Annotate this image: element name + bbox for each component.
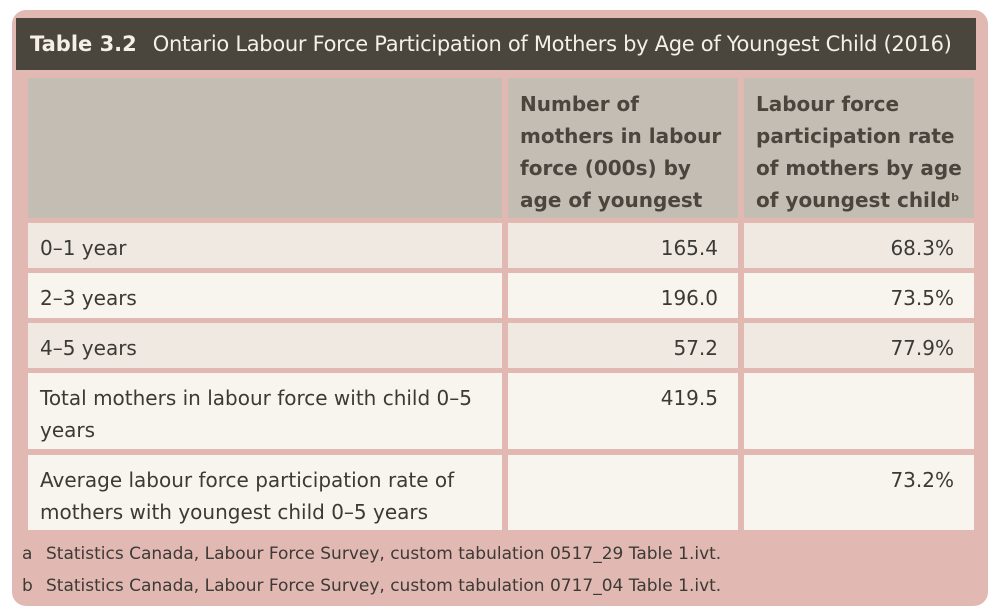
footnote-b: b Statistics Canada, Labour Force Survey,…	[22, 576, 721, 596]
table-row-rate: 73.5%	[744, 273, 974, 318]
header-cell-empty	[28, 78, 502, 218]
table-row-label: 2–3 years	[28, 273, 502, 318]
table-number: Table 3.2	[30, 32, 137, 56]
table-row-number: 57.2	[508, 323, 738, 368]
table-row-label: Average labour force participation rate …	[28, 455, 502, 530]
table-row-label: 0–1 year	[28, 223, 502, 268]
table-row-rate: 68.3%	[744, 223, 974, 268]
header-cell-rate: Labour force participation rate of mothe…	[744, 78, 974, 218]
table-row-number: 419.5	[508, 373, 738, 449]
table-title-bar: Table 3.2 Ontario Labour Force Participa…	[16, 18, 976, 70]
footnote-mark: b	[22, 576, 33, 596]
table-row-rate: 77.9%	[744, 323, 974, 368]
footnote-ref-b: b	[951, 191, 959, 204]
table-row-number: 196.0	[508, 273, 738, 318]
table-row-number: 165.4	[508, 223, 738, 268]
header-rate-text: Labour force participation rate of mothe…	[756, 92, 962, 212]
table-title: Ontario Labour Force Participation of Mo…	[152, 32, 952, 56]
table-row-label: Total mothers in labour force with child…	[28, 373, 502, 449]
table-row-rate: 73.2%	[744, 455, 974, 530]
footnote-text: Statistics Canada, Labour Force Survey, …	[46, 544, 722, 564]
footnote-mark: a	[22, 544, 33, 564]
header-cell-number: Number of mothers in labour force (000s)…	[508, 78, 738, 244]
table-row-rate	[744, 373, 974, 449]
footnote-a: a Statistics Canada, Labour Force Survey,…	[22, 544, 721, 564]
table-row-number	[508, 455, 738, 530]
table-row-label: 4–5 years	[28, 323, 502, 368]
footnote-text: Statistics Canada, Labour Force Survey, …	[46, 576, 722, 596]
